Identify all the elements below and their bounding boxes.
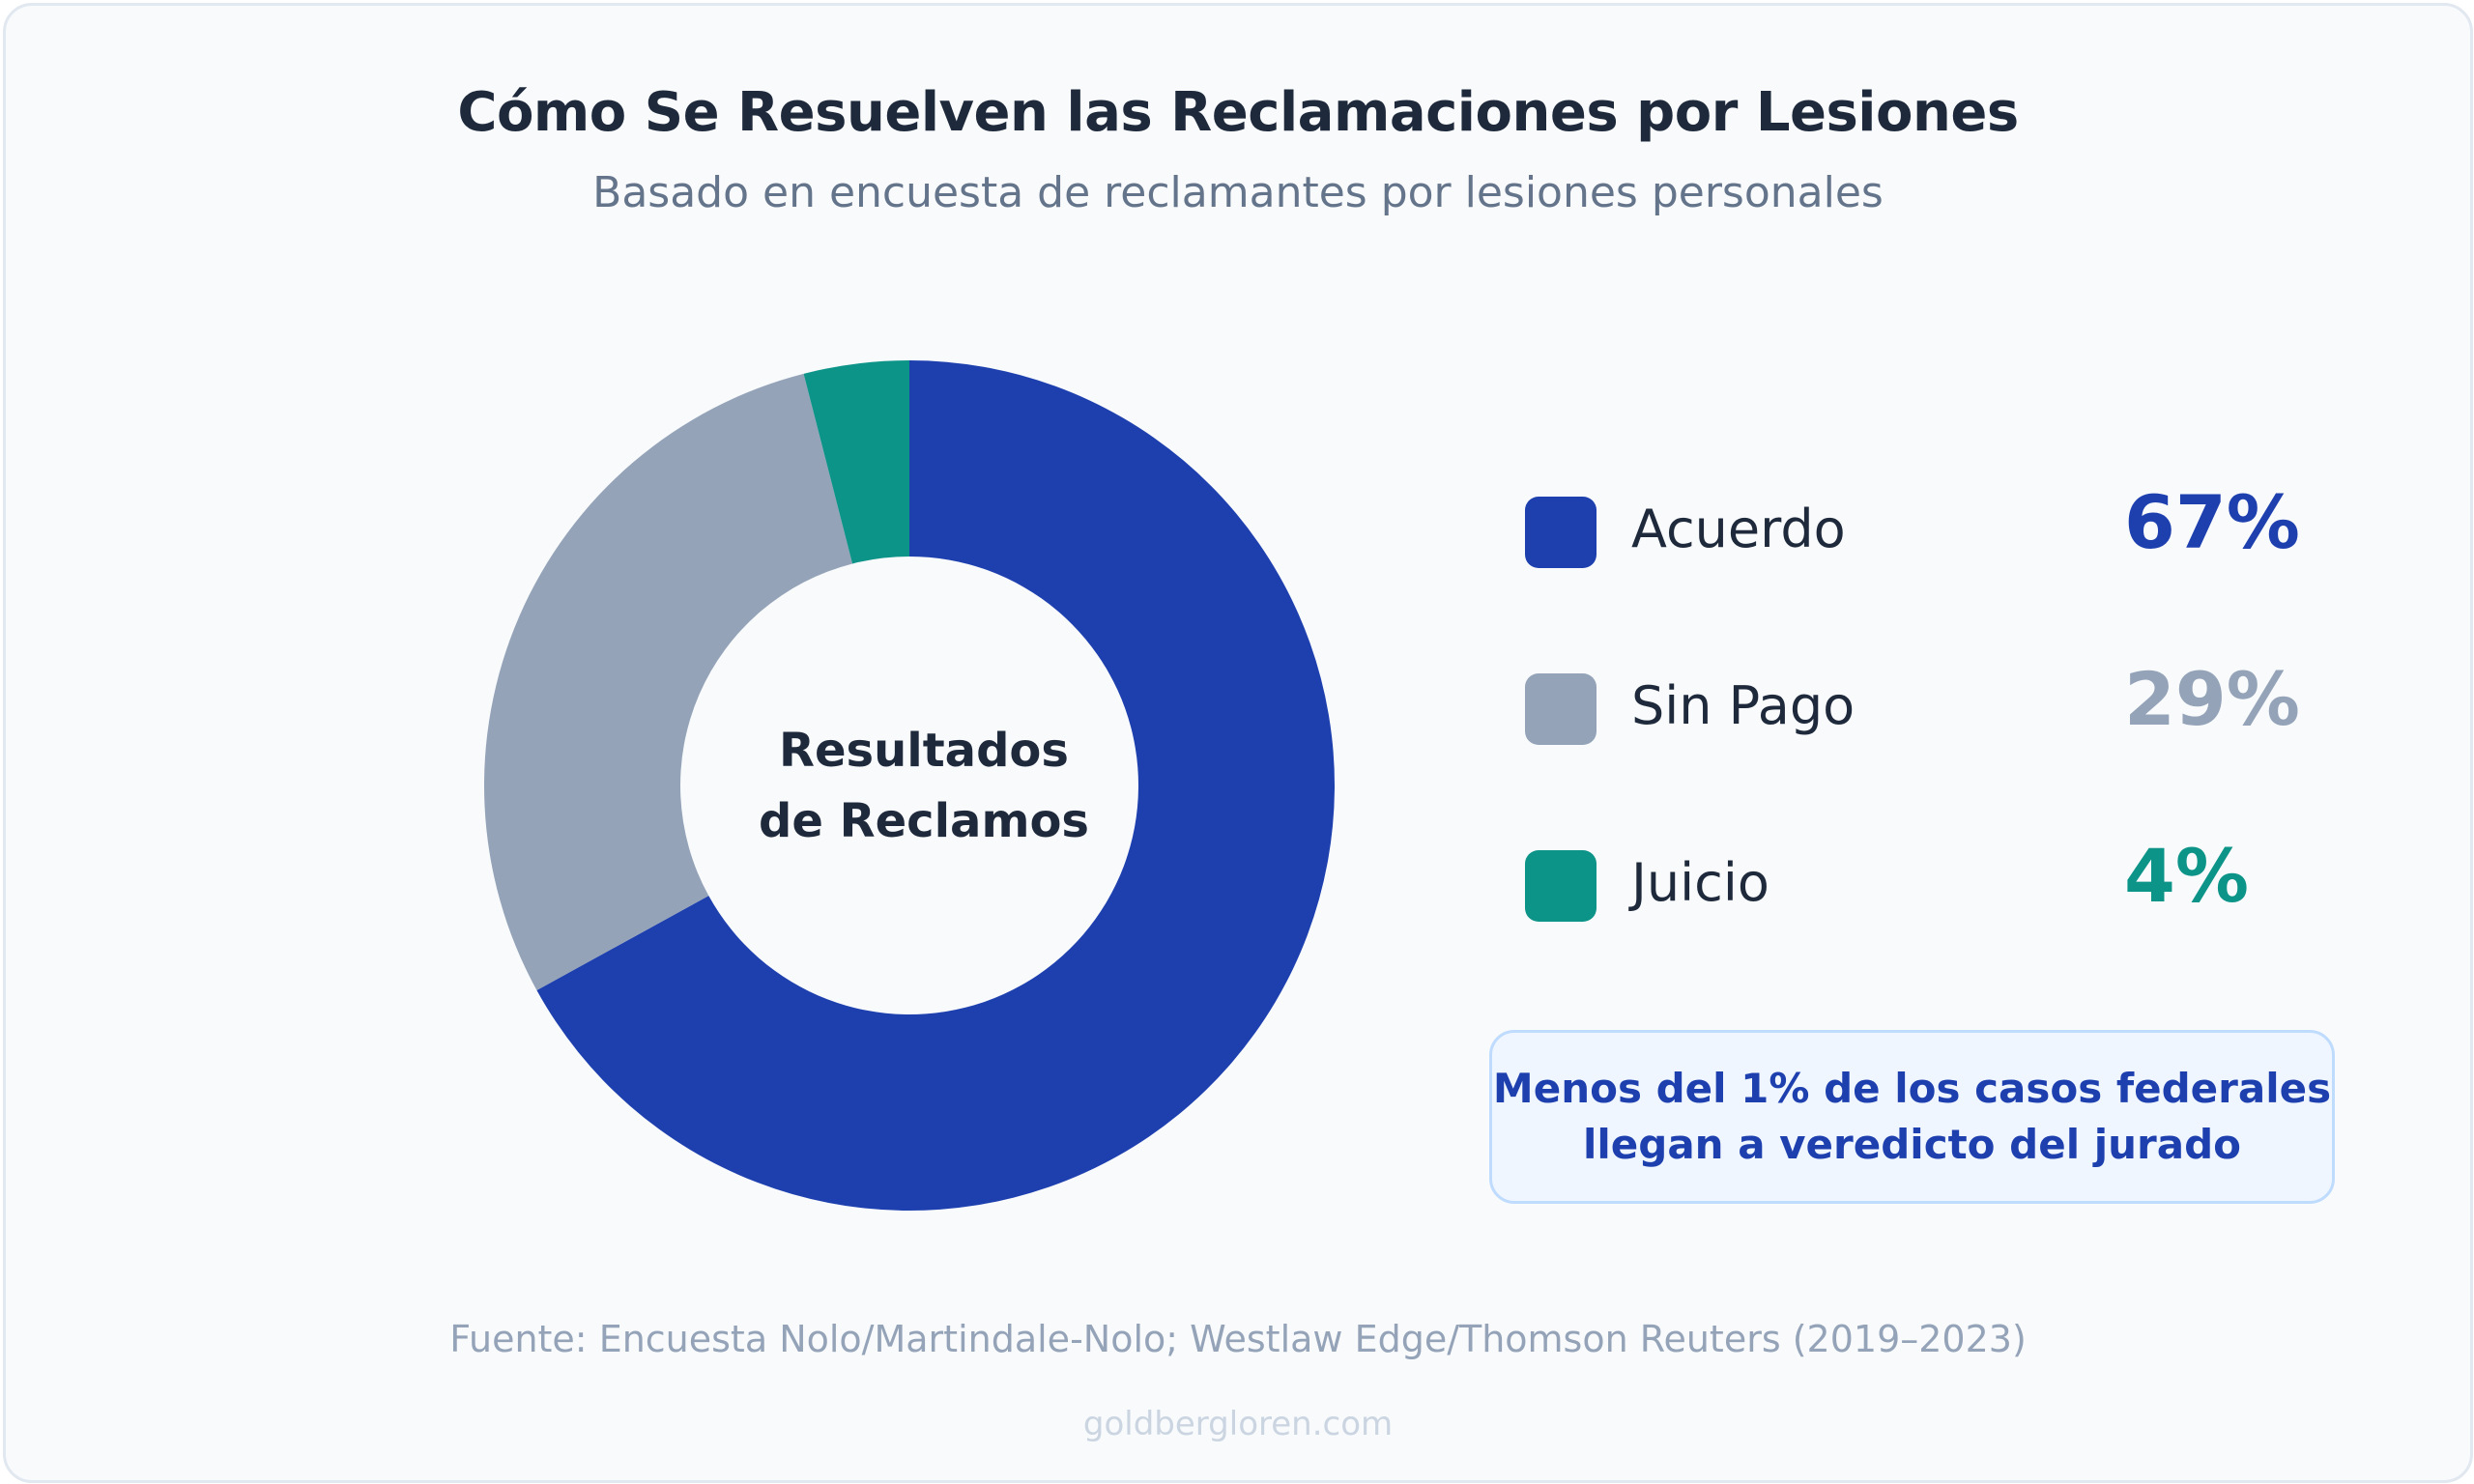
donut-slice-juicio	[803, 360, 909, 564]
legend-swatch-acuerdo	[1525, 497, 1597, 568]
legend-item-acuerdo: Acuerdo 67%	[1525, 479, 2300, 576]
website-footer: goldbergloren.com	[1082, 1405, 1394, 1443]
chart-subtitle: Basado en encuesta de reclamantes por le…	[592, 168, 1884, 217]
source-note: Fuente: Encuesta Nolo/Martindale-Nolo; W…	[449, 1318, 2027, 1360]
legend-value-acuerdo: 67%	[2124, 479, 2300, 565]
callout-line1: Menos del 1% de los casos federales	[1492, 1065, 2332, 1112]
legend-item-juicio: Juicio 4%	[1525, 833, 2298, 929]
legend-label-acuerdo: Acuerdo	[1631, 499, 1846, 559]
legend-swatch-juicio	[1525, 850, 1597, 922]
legend-label-sin-pago: Sin Pago	[1631, 675, 1856, 736]
center-label-line2: de Reclamos	[759, 794, 1089, 848]
donut-chart	[484, 360, 1335, 1211]
donut-slice-sin-pago	[484, 373, 853, 990]
legend-label-juicio: Juicio	[1631, 852, 1769, 913]
center-label-line1: Resultados	[779, 724, 1069, 778]
legend-value-sin-pago: 29%	[2124, 656, 2300, 742]
legend-value-juicio: 4%	[2124, 833, 2250, 919]
callout-box: Menos del 1% de los casos federales lleg…	[1489, 1030, 2335, 1204]
chart-card: Cómo Se Resuelven las Reclamaciones por …	[3, 3, 2473, 1483]
legend-swatch-sin-pago	[1525, 673, 1597, 745]
donut-slice-acuerdo	[536, 360, 1335, 1211]
chart-title: Cómo Se Resuelven las Reclamaciones por …	[457, 81, 2019, 144]
donut-center-label: Resultados de Reclamos	[731, 716, 1117, 857]
callout-line2: llegan a veredicto del jurado	[1583, 1121, 2241, 1168]
legend-item-sin-pago: Sin Pago 29%	[1525, 656, 2300, 753]
